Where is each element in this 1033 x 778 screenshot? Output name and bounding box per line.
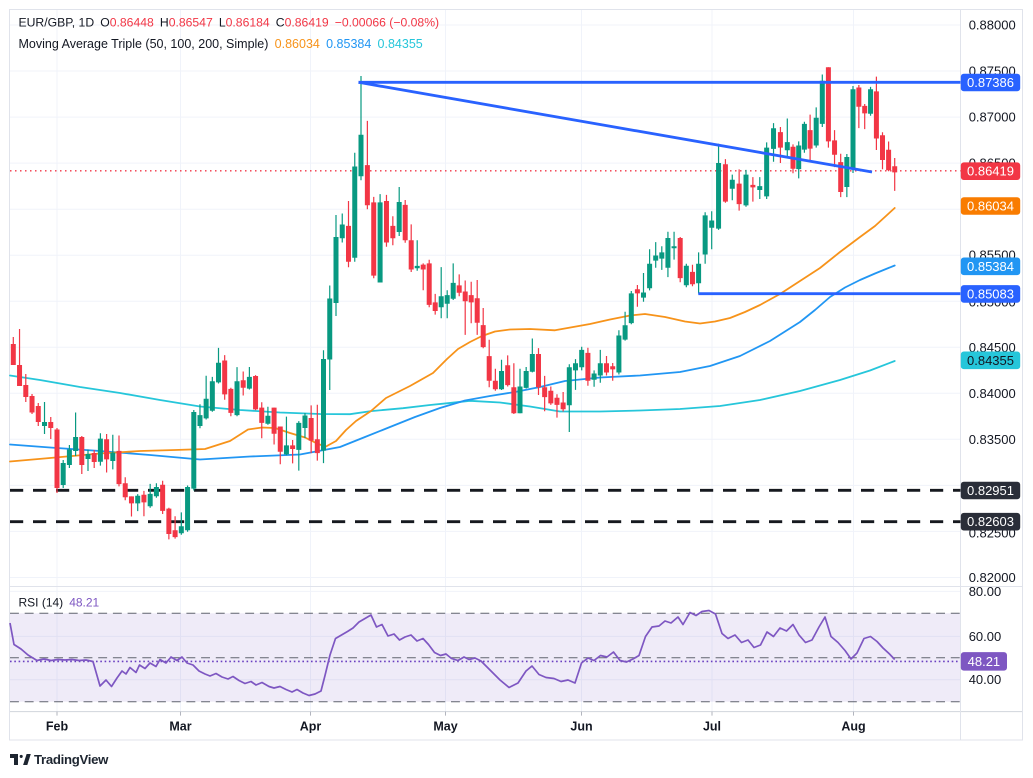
svg-text:0.87000: 0.87000	[969, 110, 1016, 125]
svg-text:0.82603: 0.82603	[967, 514, 1014, 529]
svg-text:TradingView: TradingView	[34, 752, 109, 767]
svg-text:0.84000: 0.84000	[969, 386, 1016, 401]
svg-text:80.00: 80.00	[969, 584, 1002, 599]
svg-text:0.85083: 0.85083	[967, 286, 1014, 301]
svg-text:Mar: Mar	[169, 720, 191, 734]
svg-text:48.21: 48.21	[968, 654, 1001, 669]
svg-text:0.84355: 0.84355	[967, 353, 1014, 368]
svg-text:Aug: Aug	[841, 720, 865, 734]
svg-text:0.85384: 0.85384	[967, 259, 1014, 274]
svg-text:0.84500: 0.84500	[969, 340, 1016, 355]
svg-text:0.88000: 0.88000	[969, 18, 1016, 33]
svg-text:Moving Average Triple (50, 100: Moving Average Triple (50, 100, 200, Sim…	[19, 37, 423, 51]
svg-text:Jul: Jul	[703, 720, 721, 734]
svg-text:0.86034: 0.86034	[967, 199, 1014, 214]
svg-text:40.00: 40.00	[969, 672, 1002, 687]
svg-text:Apr: Apr	[300, 720, 322, 734]
svg-text:0.86419: 0.86419	[967, 164, 1014, 179]
svg-text:EUR/GBP, 1D O0.86448 H0.86547: EUR/GBP, 1D O0.86448 H0.86547 L0.86184 C…	[19, 16, 440, 30]
svg-text:0.87386: 0.87386	[967, 75, 1014, 90]
svg-text:0.83500: 0.83500	[969, 432, 1016, 447]
svg-text:May: May	[433, 720, 457, 734]
svg-text:RSI (14) 48.21: RSI (14) 48.21	[19, 596, 100, 610]
svg-text:0.82000: 0.82000	[969, 570, 1016, 585]
svg-text:Jun: Jun	[570, 720, 592, 734]
svg-text:0.82951: 0.82951	[967, 483, 1014, 498]
svg-text:60.00: 60.00	[969, 629, 1002, 644]
svg-text:Feb: Feb	[46, 720, 69, 734]
